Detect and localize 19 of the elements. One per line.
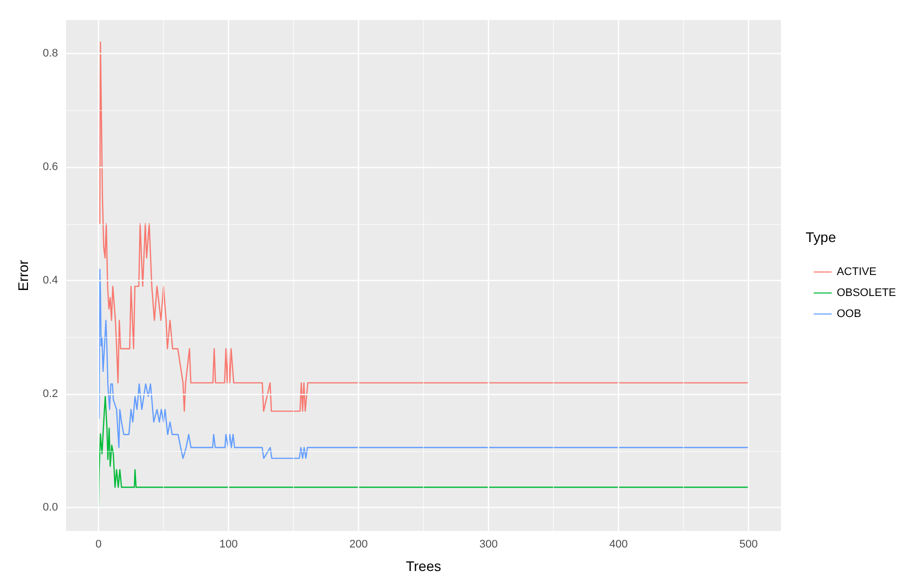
legend-label: OBSOLETE	[836, 287, 896, 299]
x-tick-label: 500	[739, 538, 758, 550]
x-tick-label: 400	[609, 538, 628, 550]
x-tick-label: 0	[95, 538, 102, 550]
y-axis-title: Error	[15, 260, 31, 292]
y-tick-label: 0.8	[42, 48, 58, 60]
legend-label: ACTIVE	[836, 266, 876, 278]
x-axis-title: Trees	[406, 558, 442, 574]
legend-label: OOB	[836, 308, 862, 320]
y-tick-label: 0.2	[42, 388, 58, 400]
x-tick-label: 300	[479, 538, 498, 550]
x-tick-label: 100	[219, 538, 238, 550]
y-tick-label: 0.0	[42, 502, 58, 514]
legend-title: Type	[806, 229, 836, 245]
line-series	[98, 268, 750, 459]
y-tick-label: 0.4	[42, 274, 58, 287]
x-tick-label: 200	[349, 538, 368, 550]
line-series	[99, 42, 750, 412]
y-tick-label: 0.6	[42, 161, 58, 174]
